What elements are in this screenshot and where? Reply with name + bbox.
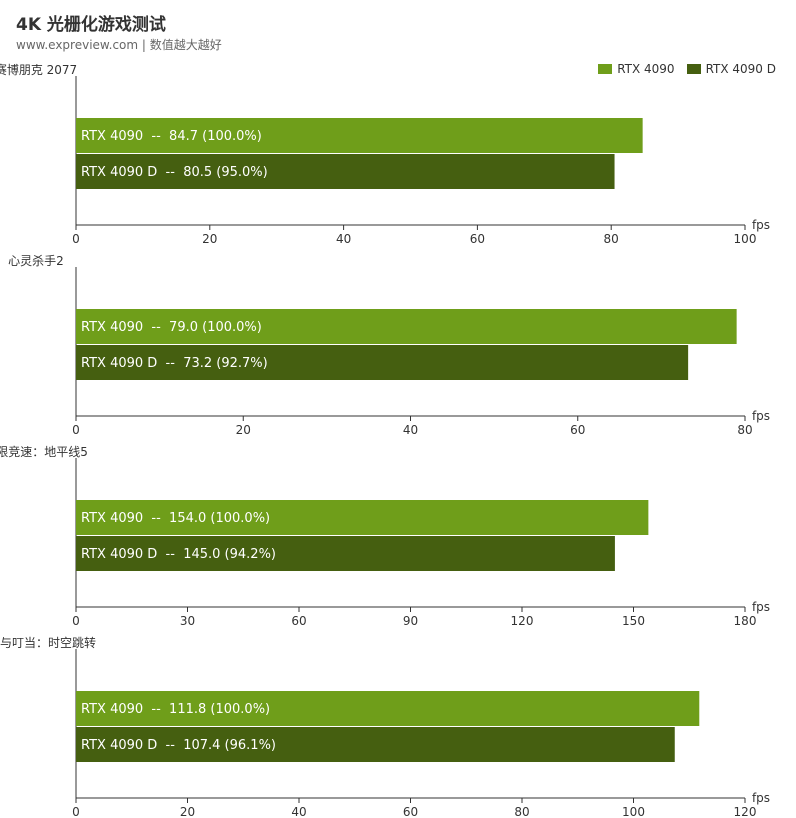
legend-item-rtx4090[interactable]: RTX 4090 [598, 62, 675, 76]
x-tick-label: 100 [622, 805, 645, 818]
chart-title: 赛博朋克 2077 [0, 62, 77, 77]
x-tick-label: 60 [470, 232, 485, 246]
page-title: 4K 光栅化游戏测试 [16, 15, 166, 35]
x-tick-label: 60 [403, 805, 418, 818]
bar-rtx4090d [76, 154, 615, 189]
x-tick-label: 40 [336, 232, 351, 246]
x-tick-label: 150 [622, 614, 645, 628]
x-axis-unit-label: fps [752, 600, 770, 614]
bar-rtx4090 [76, 309, 737, 344]
x-tick-label: 60 [570, 423, 585, 437]
x-tick-label: 90 [403, 614, 418, 628]
x-tick-label: 0 [72, 232, 80, 246]
bar-data-label: RTX 4090 D -- 145.0 (94.2%) [81, 547, 276, 562]
bar-data-label: RTX 4090 -- 79.0 (100.0%) [81, 320, 262, 335]
x-tick-label: 0 [72, 614, 80, 628]
page-subtitle: www.expreview.com | 数值越大越好 [16, 38, 222, 52]
x-tick-label: 100 [734, 232, 757, 246]
bar-rtx4090d [76, 727, 675, 762]
legend-swatch-rtx4090 [598, 64, 613, 74]
x-axis-unit-label: fps [752, 218, 770, 232]
bar-data-label: RTX 4090 D -- 73.2 (92.7%) [81, 356, 268, 371]
bar-data-label: RTX 4090 -- 84.7 (100.0%) [81, 129, 262, 144]
x-tick-label: 40 [291, 805, 306, 818]
x-tick-label: 30 [180, 614, 195, 628]
x-tick-label: 80 [514, 805, 529, 818]
legend-label-rtx4090d: RTX 4090 D [705, 62, 776, 76]
x-tick-label: 80 [737, 423, 752, 437]
bar-rtx4090 [76, 691, 700, 726]
x-tick-label: 20 [180, 805, 195, 818]
x-tick-label: 60 [291, 614, 306, 628]
chart-title: 极限竞速：地平线5 [0, 445, 88, 459]
x-axis-unit-label: fps [752, 409, 770, 423]
chart-title: 心灵杀手2 [8, 253, 64, 268]
legend: RTX 4090 RTX 4090 D [598, 62, 776, 76]
bar-data-label: RTX 4090 -- 111.8 (100.0%) [81, 702, 270, 717]
bar-rtx4090 [76, 500, 649, 535]
bar-data-label: RTX 4090 D -- 107.4 (96.1%) [81, 738, 276, 753]
bar-data-label: RTX 4090 D -- 80.5 (95.0%) [81, 165, 268, 180]
x-tick-label: 180 [734, 614, 757, 628]
x-axis-unit-label: fps [752, 791, 770, 805]
x-tick-label: 120 [734, 805, 757, 818]
bar-rtx4090d [76, 345, 689, 380]
x-tick-label: 20 [202, 232, 217, 246]
x-tick-label: 40 [403, 423, 418, 437]
x-tick-label: 20 [236, 423, 251, 437]
x-tick-label: 0 [72, 805, 80, 818]
bar-data-label: RTX 4090 -- 154.0 (100.0%) [81, 511, 270, 526]
legend-swatch-rtx4090d [686, 64, 701, 74]
bar-rtx4090 [76, 118, 643, 153]
x-tick-label: 120 [511, 614, 534, 628]
bar-rtx4090d [76, 536, 615, 571]
x-tick-label: 80 [604, 232, 619, 246]
x-tick-label: 0 [72, 423, 80, 437]
legend-label-rtx4090: RTX 4090 [617, 62, 675, 76]
legend-item-rtx4090d[interactable]: RTX 4090 D [686, 62, 776, 76]
chart-title: 瑞奇与叮当：时空跳转 [0, 635, 96, 650]
